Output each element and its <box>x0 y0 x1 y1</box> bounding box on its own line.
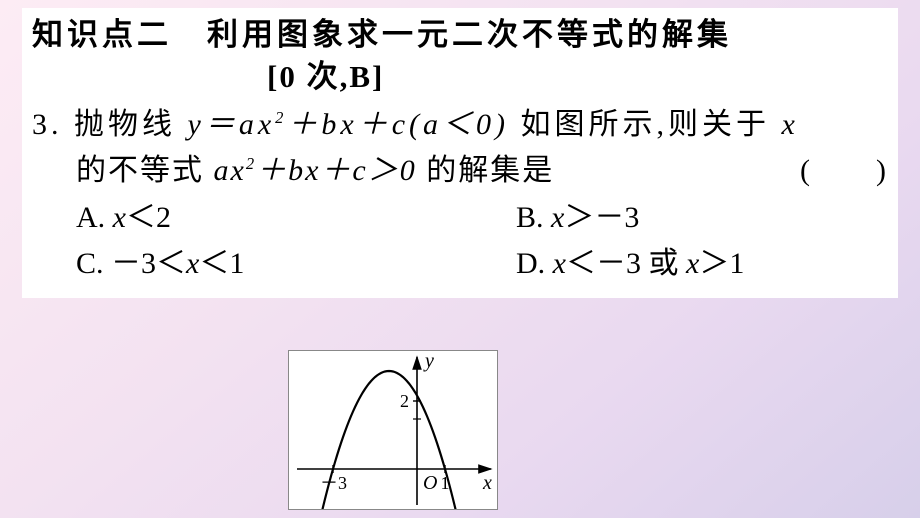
option-c-label: C. －3＜ <box>76 247 186 280</box>
question-text-1a: 抛物线 <box>74 108 188 141</box>
option-b-rest: ＞－3 <box>564 201 639 234</box>
parabola-graph: xyO－312 <box>288 350 498 510</box>
option-d-mid: ＜－3 或 <box>566 247 686 280</box>
option-d-var2: x <box>686 247 699 280</box>
section-title: 知识点二 利用图象求一元二次不等式的解集 <box>32 14 888 56</box>
question-line-1: 3. 抛物线 y＝ax2＋bx＋c(a＜0) 如图所示,则关于 x <box>32 102 888 149</box>
option-d-label: D. <box>516 247 553 280</box>
answer-blank: ( ) <box>800 148 888 195</box>
option-b-var: x <box>551 201 564 234</box>
question-text-2b: 的解集是 <box>417 154 555 187</box>
math-expr-1a: y＝ax <box>188 108 276 141</box>
section-subtitle: [0 次,B] <box>32 56 888 98</box>
math-sup-2: 2 <box>246 154 256 173</box>
option-c-rest: ＜1 <box>199 247 244 280</box>
question-stem-2: 的不等式 ax2＋bx＋c＞0 的解集是 <box>76 148 800 195</box>
math-sup-1: 2 <box>275 108 287 127</box>
var-x-trail: x <box>782 108 799 141</box>
svg-text:－3: －3 <box>320 473 347 493</box>
option-c-var: x <box>186 247 199 280</box>
math-expr-1b: ＋bx＋c(a＜0) <box>287 108 509 141</box>
svg-text:2: 2 <box>400 391 409 411</box>
option-a-rest: ＜2 <box>126 201 171 234</box>
option-d-var: x <box>553 247 566 280</box>
graph-svg: xyO－312 <box>289 351 497 509</box>
option-c: C. －3＜x＜1 <box>76 241 516 288</box>
option-b-label: B. <box>516 201 551 234</box>
question-card: 知识点二 利用图象求一元二次不等式的解集 [0 次,B] 3. 抛物线 y＝ax… <box>22 8 898 298</box>
option-d-rest: ＞1 <box>699 247 744 280</box>
option-a: A. x＜2 <box>76 195 516 242</box>
math-expr-2b: ＋bx＋c＞0 <box>256 154 417 187</box>
option-d: D. x＜－3 或 x＞1 <box>516 241 876 288</box>
svg-text:y: y <box>423 351 434 372</box>
question-text-2a: 的不等式 <box>76 154 214 187</box>
svg-text:O: O <box>423 472 437 494</box>
svg-text:x: x <box>482 472 492 494</box>
option-b: B. x＞－3 <box>516 195 876 242</box>
question-line-2: 的不等式 ax2＋bx＋c＞0 的解集是 ( ) <box>32 148 888 195</box>
options: A. x＜2 B. x＞－3 C. －3＜x＜1 D. x＜－3 或 x＞1 <box>32 195 888 288</box>
question-text-1b: 如图所示,则关于 <box>521 108 782 141</box>
option-a-var: x <box>113 201 126 234</box>
math-expr-2a: ax <box>214 154 246 187</box>
question-number: 3. <box>32 108 63 141</box>
option-a-label: A. <box>76 201 113 234</box>
